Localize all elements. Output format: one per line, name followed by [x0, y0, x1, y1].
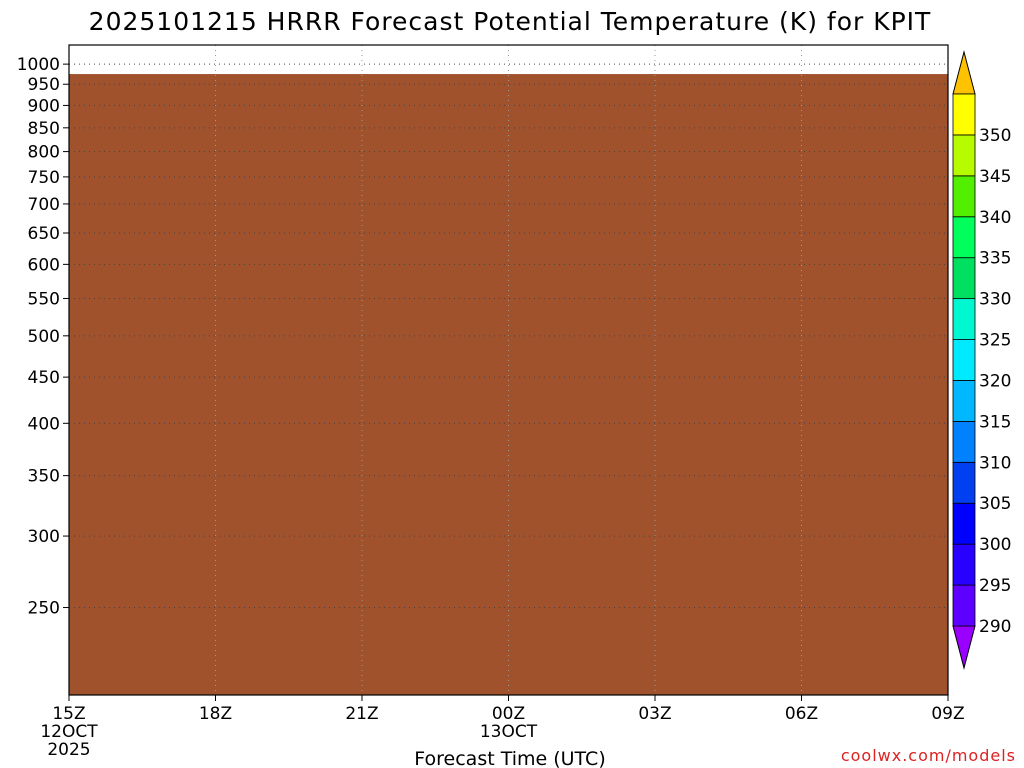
plot-area: 3403363323283243243203203163163123123083… [68, 44, 949, 696]
chart-title: 2025101215 HRRR Forecast Potential Tempe… [89, 7, 932, 36]
